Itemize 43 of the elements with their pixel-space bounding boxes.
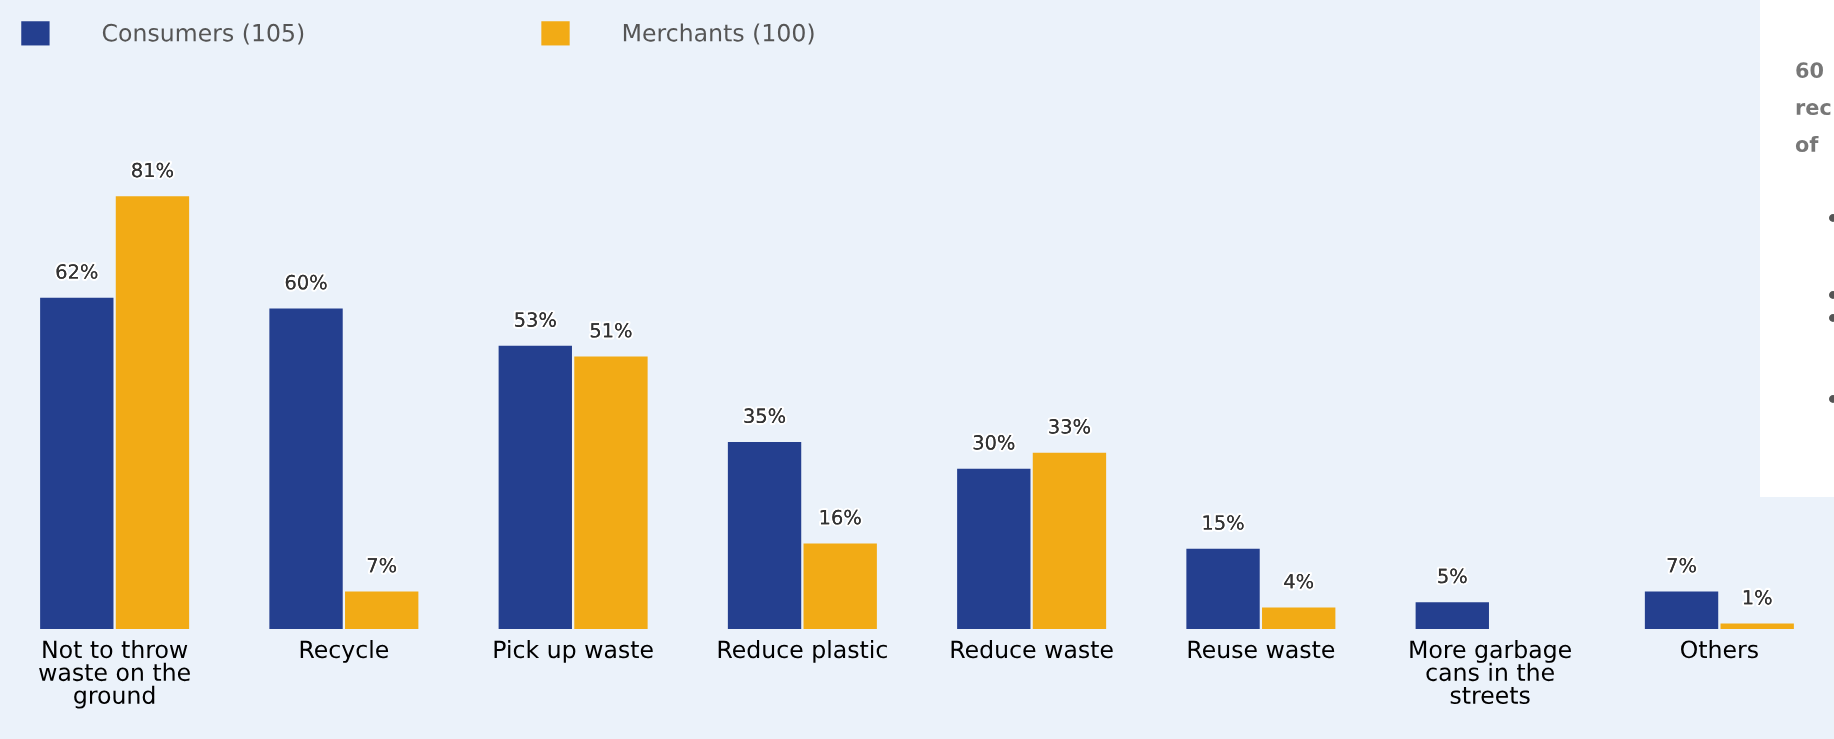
data-label: 33% bbox=[1049, 419, 1090, 434]
data-label: 53% bbox=[515, 312, 556, 327]
legend-label: Consumers (105) bbox=[102, 23, 304, 45]
text: 60 bbox=[1796, 62, 1823, 79]
x-tick-label: Reduce plastic bbox=[718, 640, 887, 663]
data-label: 1% bbox=[1743, 589, 1772, 605]
bar bbox=[957, 468, 1031, 629]
bar bbox=[727, 441, 802, 629]
data-label: 62% bbox=[56, 264, 98, 279]
x-tick-label: Not to throw waste on the ground bbox=[39, 640, 190, 709]
data-label: 51% bbox=[590, 322, 632, 338]
data-label: 7% bbox=[1667, 557, 1696, 573]
x-tick-label: Pick up waste bbox=[494, 640, 653, 663]
bar bbox=[803, 543, 877, 629]
text: of bbox=[1795, 135, 1819, 153]
bar bbox=[1644, 591, 1719, 629]
data-label: 4% bbox=[1284, 573, 1314, 589]
data-label: 35% bbox=[744, 408, 786, 424]
data-label: 5% bbox=[1438, 568, 1467, 584]
data-label: 60% bbox=[285, 274, 327, 290]
bar bbox=[1262, 607, 1336, 629]
x-tick-label: Recycle bbox=[300, 640, 389, 663]
bar bbox=[345, 591, 419, 629]
x-tick-label: Reuse waste bbox=[1188, 640, 1335, 659]
x-tick-label: Reduce waste bbox=[951, 640, 1113, 659]
bar bbox=[1032, 452, 1107, 629]
bar bbox=[1720, 623, 1794, 629]
bar bbox=[269, 308, 343, 629]
bar bbox=[574, 356, 648, 629]
legend-label: Merchants (100) bbox=[623, 23, 814, 45]
data-label: 7% bbox=[367, 557, 397, 573]
text: rec bbox=[1796, 103, 1831, 116]
data-label: 15% bbox=[1203, 515, 1244, 530]
bar bbox=[40, 297, 114, 629]
data-label: 30% bbox=[973, 435, 1015, 450]
x-tick-label: More garbage cans in the streets bbox=[1410, 640, 1571, 704]
x-tick-label: Others bbox=[1681, 640, 1758, 659]
data-label: 16% bbox=[820, 509, 861, 525]
bar bbox=[498, 345, 572, 629]
data-label: 81% bbox=[132, 162, 173, 178]
bar bbox=[115, 196, 190, 629]
bar bbox=[1415, 602, 1489, 629]
bar bbox=[1186, 548, 1260, 629]
